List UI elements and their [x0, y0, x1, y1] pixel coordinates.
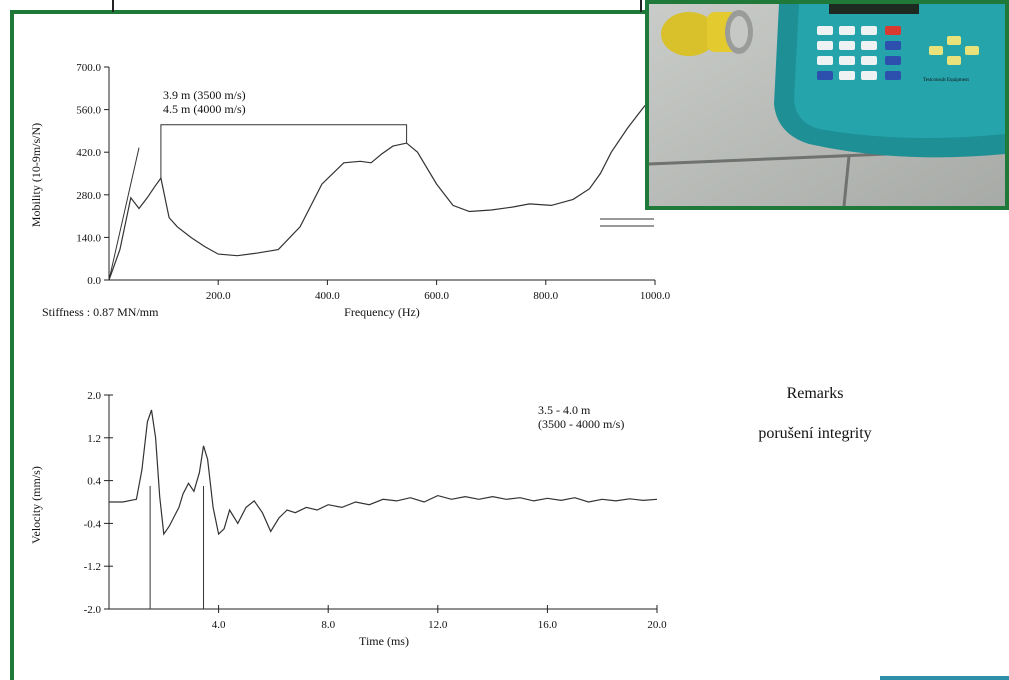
velocity-annotation-2: (3500 - 4000 m/s): [538, 417, 624, 431]
mobility-x-tick-label: 600.0: [424, 290, 449, 302]
velocity-y-tick-label: 2.0: [87, 390, 101, 402]
impact-hammer-icon: [661, 10, 753, 56]
velocity-y-tick-label: -2.0: [84, 604, 102, 616]
mobility-x-tick-label: 800.0: [533, 290, 558, 302]
mobility-y-tick-label: 0.0: [87, 275, 101, 287]
remarks-panel: Remarks porušení integrity: [700, 385, 930, 443]
remarks-text: porušení integrity: [758, 425, 872, 442]
velocity-x-tick-label: 4.0: [212, 619, 226, 631]
velocity-annotation-1: 3.5 - 4.0 m: [538, 403, 591, 417]
mobility-y-tick-label: 280.0: [76, 190, 101, 202]
figure-frame: [10, 10, 1005, 680]
mobility-y-tick-label: 420.0: [76, 147, 101, 159]
mobility-y-tick-label: 700.0: [76, 62, 101, 74]
velocity-y-tick-label: -1.2: [84, 561, 101, 573]
velocity-y-tick-label: -0.4: [84, 518, 102, 530]
velocity-x-tick-label: 8.0: [321, 619, 335, 631]
velocity-x-tick-label: 12.0: [428, 619, 448, 631]
mobility-x-axis-label: Frequency (Hz): [344, 305, 420, 319]
mobility-annotation-2: 4.5 m (4000 m/s): [163, 102, 246, 116]
mobility-x-tick-label: 1000.0: [640, 290, 671, 302]
equipment-photo: Testconsult Equipment: [645, 0, 1009, 210]
stiffness-line: [108, 147, 140, 281]
device-label: Testconsult Equipment: [923, 78, 970, 83]
mobility-y-axis-label: Mobility (10-9m/s/N): [29, 123, 43, 227]
stiffness-note: Stiffness : 0.87 MN/mm: [42, 305, 159, 319]
mobility-annotation-1: 3.9 m (3500 m/s): [163, 88, 246, 102]
velocity-x-tick-label: 16.0: [538, 619, 558, 631]
velocity-y-tick-label: 0.4: [87, 476, 101, 488]
mobility-y-tick-label: 560.0: [76, 105, 101, 117]
mobility-x-tick-label: 200.0: [206, 290, 231, 302]
divider: [112, 0, 114, 12]
velocity-x-axis-label: Time (ms): [359, 634, 409, 648]
remarks-title: Remarks: [786, 385, 844, 402]
mobility-x-tick-label: 400.0: [315, 290, 340, 302]
tester-device-icon: Testconsult Equipment: [774, 4, 1005, 158]
mobility-bracket: [160, 124, 408, 179]
divider: [880, 676, 1009, 680]
velocity-x-tick-label: 20.0: [647, 619, 667, 631]
divider: [640, 0, 642, 12]
velocity-series-line: [109, 409, 658, 536]
equipment-photo-illustration: Testconsult Equipment: [649, 4, 1005, 206]
mobility-y-tick-label: 140.0: [76, 232, 101, 244]
velocity-y-axis-label: Velocity (mm/s): [29, 466, 43, 544]
velocity-y-tick-label: 1.2: [87, 433, 101, 445]
mobility-series-line: [108, 94, 656, 281]
